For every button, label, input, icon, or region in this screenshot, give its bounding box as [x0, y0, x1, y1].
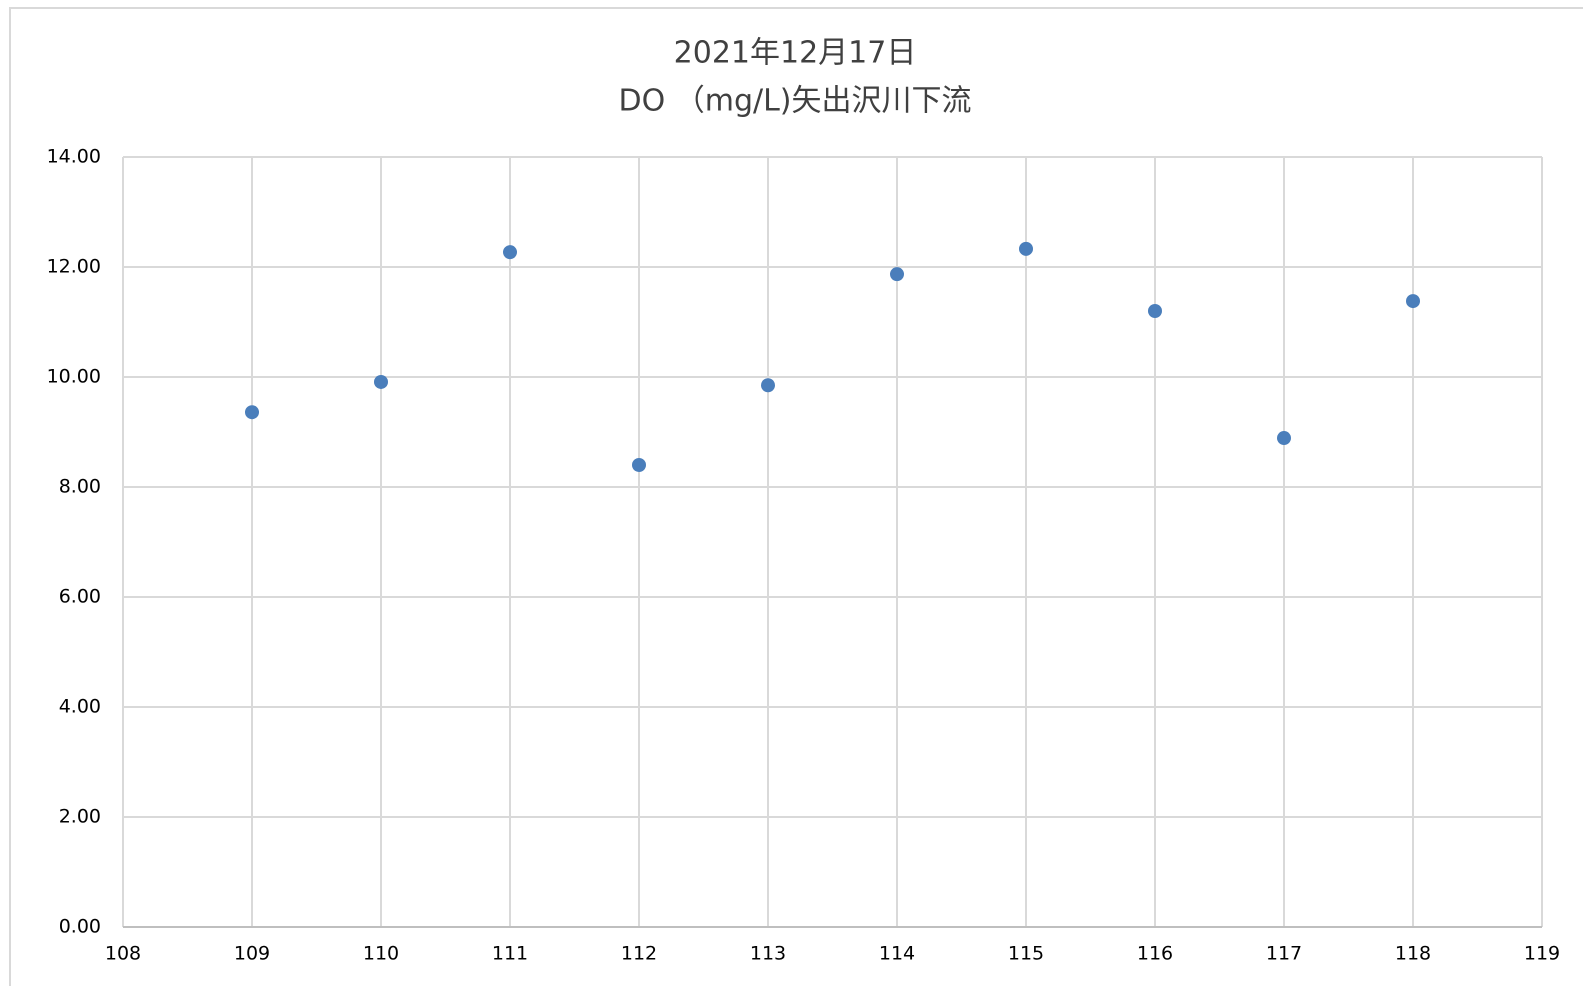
- point: [890, 267, 904, 282]
- chart-frame: [9, 7, 1583, 986]
- point: [1148, 304, 1162, 318]
- point: [374, 374, 388, 389]
- y-tick-label: 4.00: [59, 696, 101, 718]
- x-tick-label: 114: [879, 943, 915, 965]
- y-tick-label: 2.00: [59, 806, 101, 828]
- x-tick-label: 115: [1008, 943, 1044, 965]
- point: [1406, 294, 1420, 309]
- point: [503, 245, 517, 260]
- point: [632, 458, 646, 472]
- x-tick-label: 118: [1395, 943, 1431, 965]
- point: [1019, 241, 1033, 256]
- x-tick-label: 111: [492, 943, 528, 965]
- point: [761, 378, 775, 393]
- x-tick-label: 113: [750, 943, 786, 965]
- x-tick-label: 112: [621, 943, 657, 965]
- y-tick-label: 6.00: [59, 586, 101, 608]
- x-tick-label: 117: [1266, 943, 1302, 965]
- x-tick-label: 108: [105, 943, 141, 965]
- chart-title: 2021年12月17日: [674, 36, 917, 71]
- x-tick-label: 110: [363, 943, 399, 965]
- y-tick-label: 8.00: [59, 476, 101, 498]
- chart-title: DO （mg/L)矢出沢川下流: [618, 84, 971, 119]
- y-tick-label: 10.00: [47, 366, 101, 388]
- x-tick-label: 116: [1137, 943, 1173, 965]
- y-tick-label: 12.00: [47, 256, 101, 278]
- point: [245, 405, 259, 420]
- x-tick-label: 119: [1524, 943, 1560, 965]
- y-tick-label: 0.00: [59, 916, 101, 938]
- y-tick-label: 14.00: [47, 146, 101, 168]
- x-tick-label: 109: [234, 943, 270, 965]
- point: [1277, 431, 1291, 446]
